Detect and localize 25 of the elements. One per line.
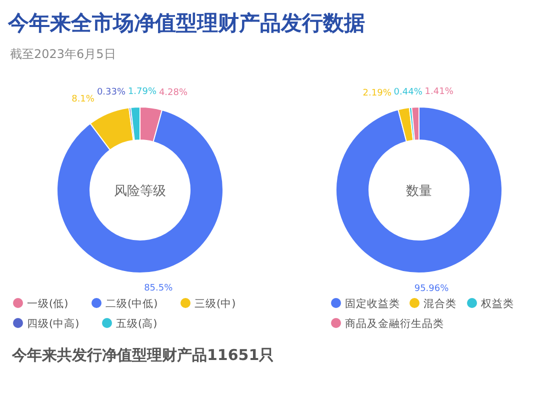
legend-label: 三级(中): [194, 297, 236, 310]
data-label: 1.79%: [128, 87, 157, 98]
legend-label: 一级(低): [27, 298, 68, 310]
data-label: 4.28%: [158, 88, 188, 98]
text: 风险等级: [114, 184, 166, 199]
data-label: 0.44%: [394, 88, 423, 98]
text: 数量: [406, 184, 432, 199]
donut-slice: [336, 106, 502, 274]
legend-label: 混合类: [424, 297, 456, 310]
text: 今年来共发行净值型理财产品11651只: [11, 346, 274, 364]
legend-label: 五级(高): [116, 317, 158, 330]
data-label: 0.33%: [96, 88, 126, 98]
legend-label: 四级(中高): [27, 317, 80, 330]
chart-subtitle: 截至2023年6月5日: [10, 47, 116, 61]
legend-label: 固定收益类: [345, 297, 400, 310]
data-label: 2.19%: [362, 88, 392, 99]
data-label: 85.5%: [144, 283, 174, 294]
legend-label: 商品及金融衍生品类: [345, 317, 444, 330]
donut-slice: [56, 109, 224, 274]
data-label: 95.96%: [414, 284, 450, 294]
chart-title: 今年来全市场净值型理财产品发行数据: [7, 11, 365, 35]
legend-label: 权益类: [480, 297, 514, 310]
data-label: 8.1%: [72, 94, 95, 104]
data-label: 1.41%: [424, 87, 454, 98]
legend-label: 二级(中低): [106, 297, 158, 310]
